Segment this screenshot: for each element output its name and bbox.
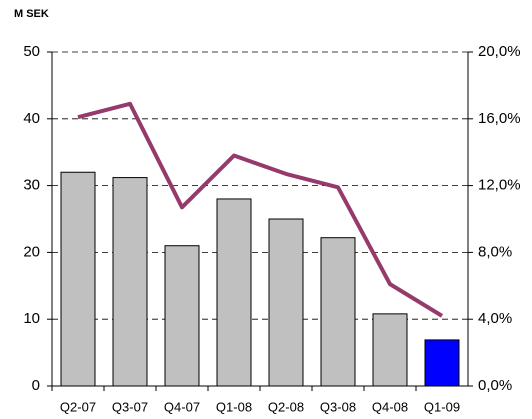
x-tick-label: Q3-08 bbox=[320, 399, 356, 414]
line bbox=[77, 101, 444, 318]
x-tick-label: Q3-07 bbox=[112, 399, 148, 414]
bar bbox=[164, 245, 200, 387]
x-tick-label: Q4-07 bbox=[164, 399, 200, 414]
bar bbox=[424, 339, 460, 387]
y-tick-label: 20 bbox=[23, 243, 40, 260]
y2-tick-label: 16,0% bbox=[478, 110, 521, 127]
bar bbox=[60, 171, 96, 387]
x-tick-label: Q1-09 bbox=[424, 399, 460, 414]
bar bbox=[216, 198, 252, 387]
y2-tick-label: 4,0% bbox=[478, 310, 512, 327]
x-tick-label: Q1-08 bbox=[216, 399, 252, 414]
y2-tick-label: 12,0% bbox=[478, 177, 521, 194]
bar bbox=[320, 237, 356, 387]
x-tick-label: Q4-08 bbox=[372, 399, 408, 414]
bar bbox=[268, 218, 304, 387]
x-tick-label: Q2-07 bbox=[60, 399, 96, 414]
y2-tick-label: 8,0% bbox=[478, 243, 512, 260]
y-tick-label: 50 bbox=[23, 43, 40, 60]
bar bbox=[372, 313, 408, 387]
axis-title: M SEK bbox=[14, 8, 49, 20]
y-tick-label: 10 bbox=[23, 310, 40, 327]
y-tick-label: 30 bbox=[23, 177, 40, 194]
y-tick-label: 40 bbox=[23, 110, 40, 127]
x-tick-label: Q2-08 bbox=[268, 399, 304, 414]
y2-tick-label: 0,0% bbox=[478, 377, 512, 394]
bar bbox=[112, 177, 148, 387]
y2-tick-label: 20,0% bbox=[478, 43, 521, 60]
y-tick-label: 0 bbox=[32, 377, 40, 394]
